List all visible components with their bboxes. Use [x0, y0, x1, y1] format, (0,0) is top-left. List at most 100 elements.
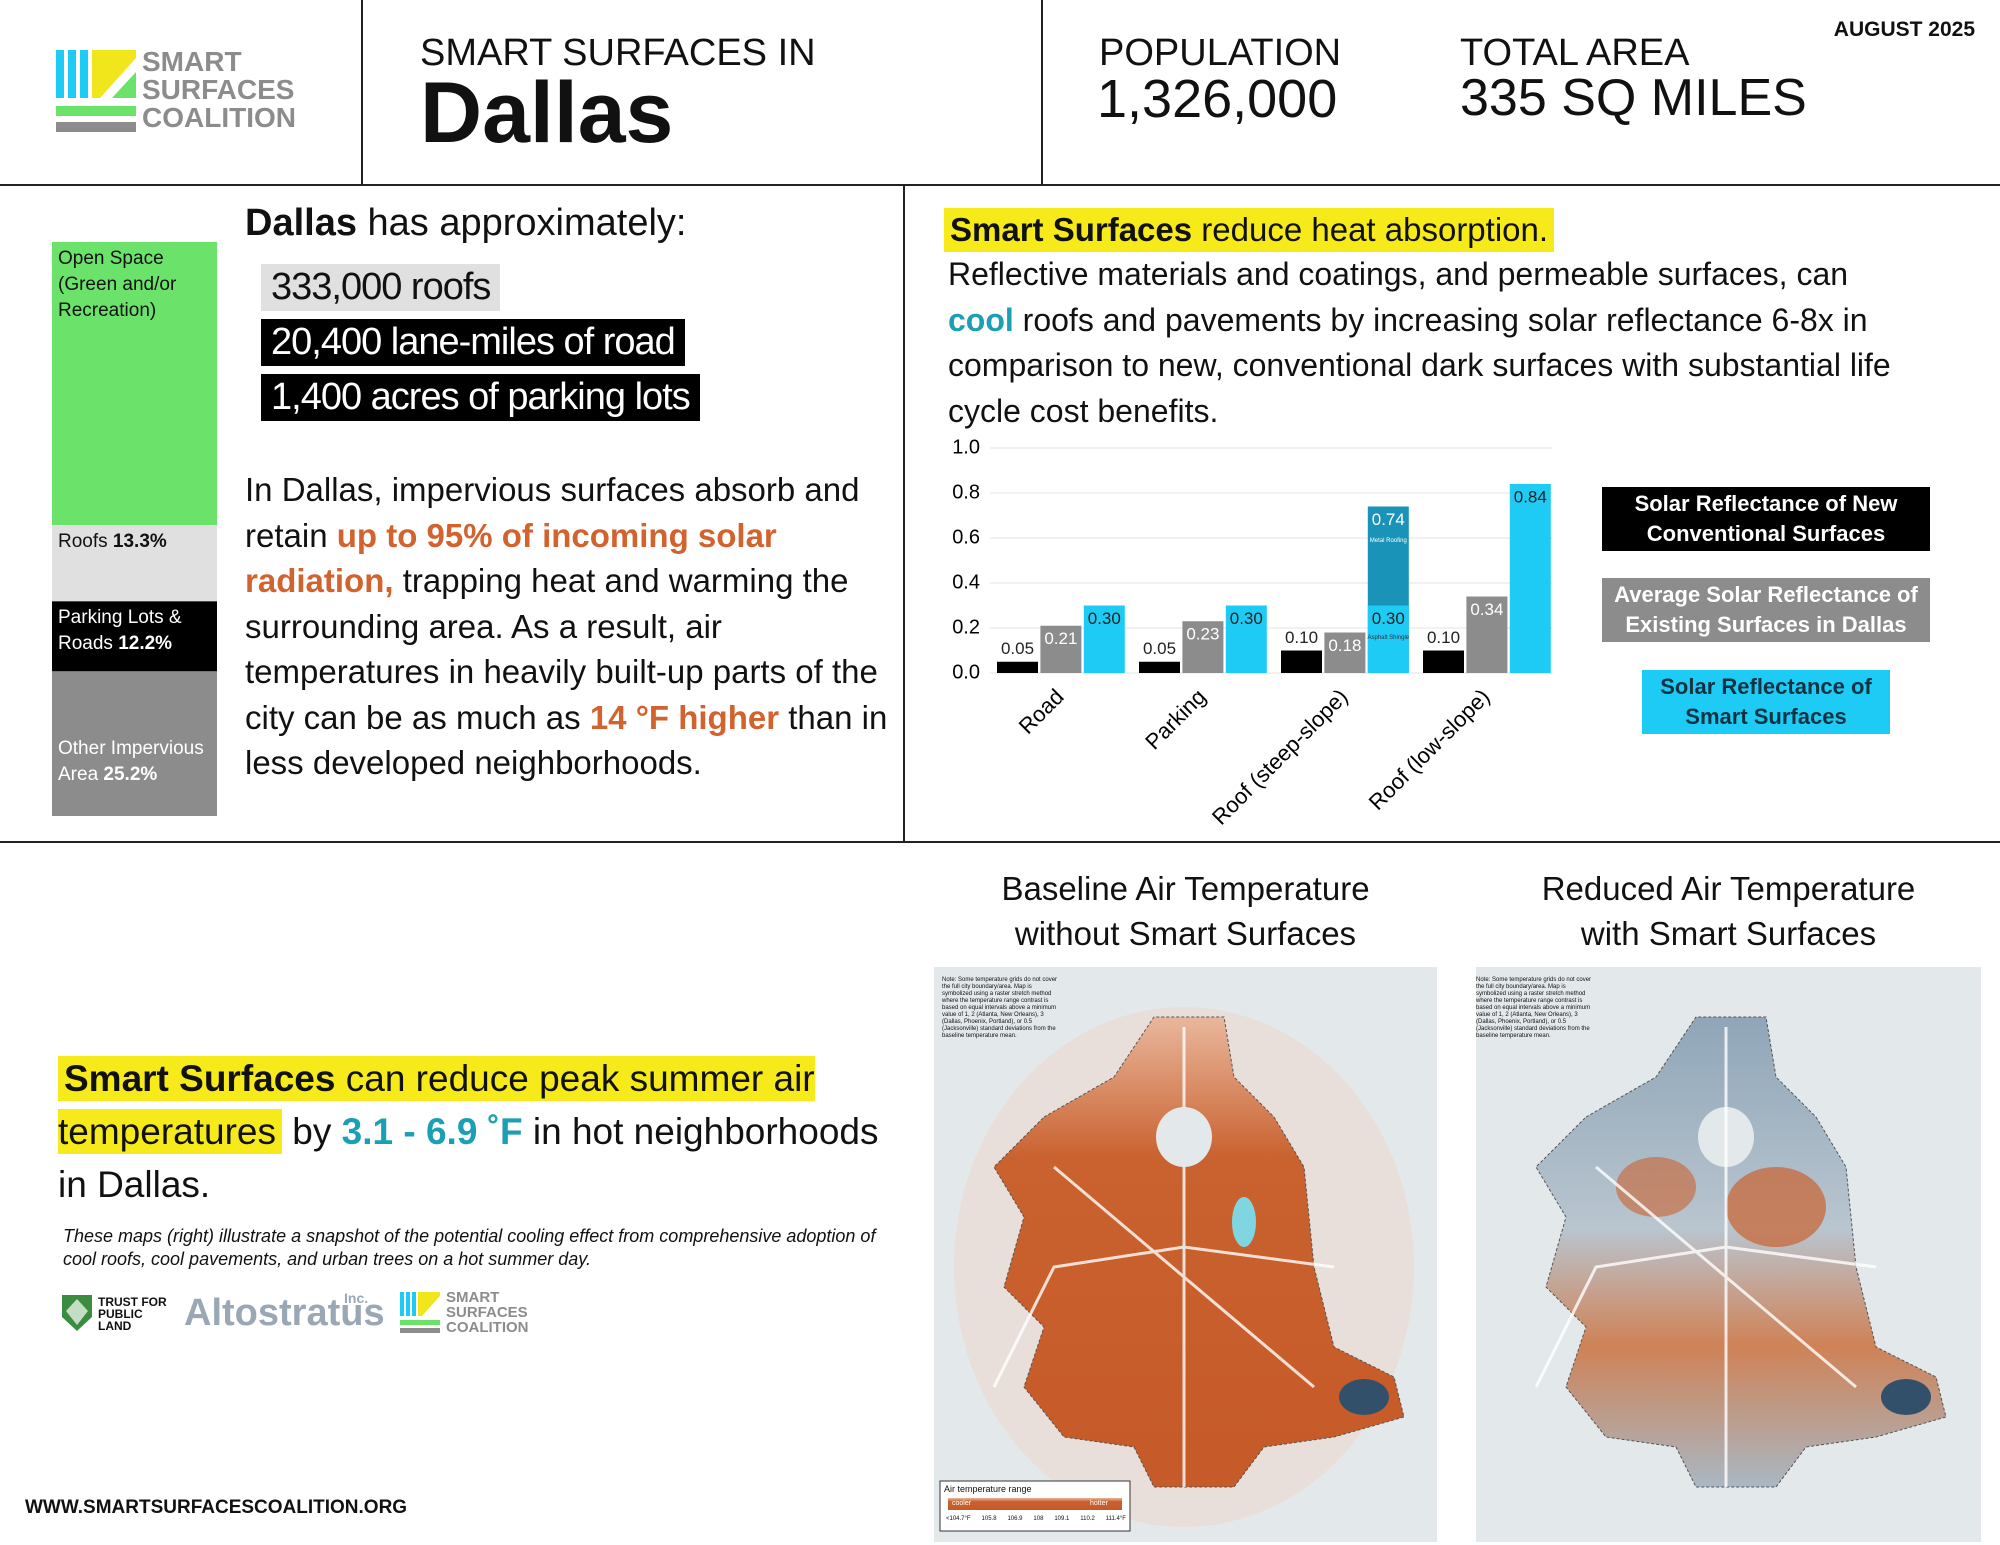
text: trapping heat and warming the surroundin…: [245, 562, 878, 736]
emphasis: up to 95% of incoming solar radiation,: [245, 516, 777, 600]
text: temperatures: [58, 1111, 276, 1152]
bar: [997, 661, 1038, 673]
divider: [361, 0, 363, 185]
emphasis: cool: [948, 301, 1014, 338]
segment-label: Open Space (Green and/or Recreation) 49.…: [58, 246, 213, 326]
segment-name: Parking Lots & Roads: [58, 607, 182, 655]
maps: [934, 967, 1981, 1542]
caption: These maps (right) illustrate a snapshot…: [63, 1226, 876, 1269]
x-tick-label: Road: [1014, 684, 1069, 739]
logo-text: SMART SURFACES COALITION: [446, 1290, 529, 1335]
divider: [0, 184, 2000, 186]
baseline-map: [934, 967, 1437, 1542]
value-label: 0.21: [1044, 629, 1077, 648]
logo-mark: [400, 1292, 440, 1333]
label-box: Roofs 13.3%: [58, 529, 213, 555]
text: In Dallas, impervious surfaces absorb an…: [245, 471, 860, 554]
legend-entry: Solar Reflectance of Smart Surfaces: [1642, 670, 1890, 734]
bar: [1509, 484, 1551, 673]
x-tick-label: Roof (low-slope): [1364, 684, 1495, 815]
tpl-logo: [62, 1295, 92, 1331]
land-cover-chart: Open Space (Green and/or Recreation) 49.…: [52, 242, 217, 816]
text: than in less developed neighborhoods.: [245, 698, 888, 782]
map-note: Note: Some temperature grids do not cove…: [1476, 977, 1592, 1039]
legend-title: Air temperature range: [944, 1484, 1032, 1494]
legend-ticks: <104.7°F 105.8 106.9 108 109.1 110.2 111.4°F: [946, 1516, 1126, 1522]
legend-tick: 108: [1033, 1516, 1044, 1522]
impervious-paragraph: In Dallas, impervious surfaces absorb an…: [245, 467, 895, 786]
text: by: [292, 1111, 332, 1152]
x-tick-label: Roof (steep-slope): [1207, 684, 1353, 830]
text: Smart Surfaces: [64, 1058, 336, 1099]
label-box: Other Impervious Area 25.2%: [58, 736, 213, 788]
segment-label: Roofs 13.3%: [58, 529, 213, 555]
bar: [1040, 625, 1082, 673]
segment: [52, 524, 217, 602]
divider: [0, 841, 2000, 843]
bar: [1466, 596, 1508, 673]
value-label: 0.34: [1470, 600, 1503, 619]
logo-word: SMART: [446, 1289, 500, 1306]
legend-tick: 106.9: [1007, 1516, 1023, 1522]
logo-word: SMART: [142, 46, 242, 77]
title-line: Reduced Air Temperature: [1541, 870, 1916, 907]
y-tick-label: 0.8: [952, 481, 980, 503]
bar: [1324, 632, 1366, 673]
divider: [1041, 0, 1043, 185]
bar: [1083, 605, 1125, 673]
segment-value: 12.2%: [118, 633, 173, 655]
intro-lead: Dallas: [245, 202, 357, 244]
logo-mark: [56, 50, 136, 132]
bar: [1182, 621, 1224, 673]
map-note: Note: Some temperature grids do not cove…: [942, 977, 1058, 1039]
tpl-word: TRUST FOR: [98, 1295, 167, 1309]
emphasis: 14 °F higher: [589, 698, 780, 736]
label-box: Parking Lots & Roads 12.2%: [58, 605, 213, 657]
legend-tick: <104.7°F: [946, 1516, 971, 1522]
text: in hot neighborhoods in Dallas.: [58, 1111, 879, 1205]
segment-name: Open Space (Green and/or Recreation): [58, 248, 177, 321]
legend-entry: Average Solar Reflectance of Existing Su…: [1602, 578, 1930, 642]
tpl-word: LAND: [98, 1319, 132, 1333]
reduced-map: [1476, 967, 1981, 1542]
legend-tick: 111.4°F: [1105, 1516, 1126, 1522]
stat: 1,400 acres of parking lots: [261, 374, 700, 421]
altostratus: Altostratus: [184, 1292, 385, 1334]
y-tick-label: 0.0: [952, 661, 980, 683]
text: Reflective materials and coatings, and p…: [948, 256, 1849, 292]
legend-tick: 109.1: [1054, 1516, 1070, 1522]
title-line: without Smart Surfaces: [1014, 915, 1357, 952]
legend-high: hotter: [1090, 1500, 1108, 1507]
intro-text: has approximately:: [367, 202, 687, 244]
bar: [1139, 661, 1180, 673]
bar: [1281, 650, 1322, 673]
logo-word: COALITION: [142, 102, 296, 133]
y-tick-label: 0.6: [952, 526, 980, 548]
value-label: 0.05: [1001, 639, 1034, 658]
city-title: Dallas: [420, 65, 674, 161]
y-tick-label: 0.2: [952, 616, 980, 638]
footer-url: WWW.SMARTSURFACESCOALITION.ORG: [25, 1497, 408, 1518]
segment-label: Other Impervious Area 25.2%: [58, 736, 213, 788]
title-line: SMART SURFACES IN: [420, 32, 816, 74]
title-line: with Smart Surfaces: [1580, 915, 1877, 952]
y-tick-label: 0.4: [952, 571, 980, 593]
tpl-word: PUBLIC: [98, 1307, 143, 1321]
emphasis: 3.1 - 6.9 ˚F: [341, 1111, 523, 1152]
area-value: 335 SQ MILES: [1460, 69, 1807, 127]
value-label: 0.30: [1088, 609, 1121, 628]
label-box: Open Space (Green and/or Recreation) 49.…: [58, 246, 213, 326]
tpl-text: TRUST FOR PUBLIC LAND: [98, 1296, 167, 1332]
logo-word: SURFACES: [142, 74, 295, 105]
text: roofs and pavements by increasing solar …: [948, 301, 1891, 429]
value-label: 0.30: [1372, 609, 1405, 628]
logo-text: SMART SURFACES COALITION: [142, 48, 296, 132]
value-label: 0.05: [1143, 639, 1176, 658]
legend-tick: 110.2: [1080, 1516, 1095, 1522]
intro: Dallas has approximately:: [245, 202, 686, 245]
date: AUGUST 2025: [1833, 18, 1975, 41]
title-line: Baseline Air Temperature: [1001, 870, 1370, 907]
highlight: Smart Surfaces reduce heat absorption.: [944, 208, 1555, 252]
population-label: POPULATION: [1099, 32, 1342, 74]
